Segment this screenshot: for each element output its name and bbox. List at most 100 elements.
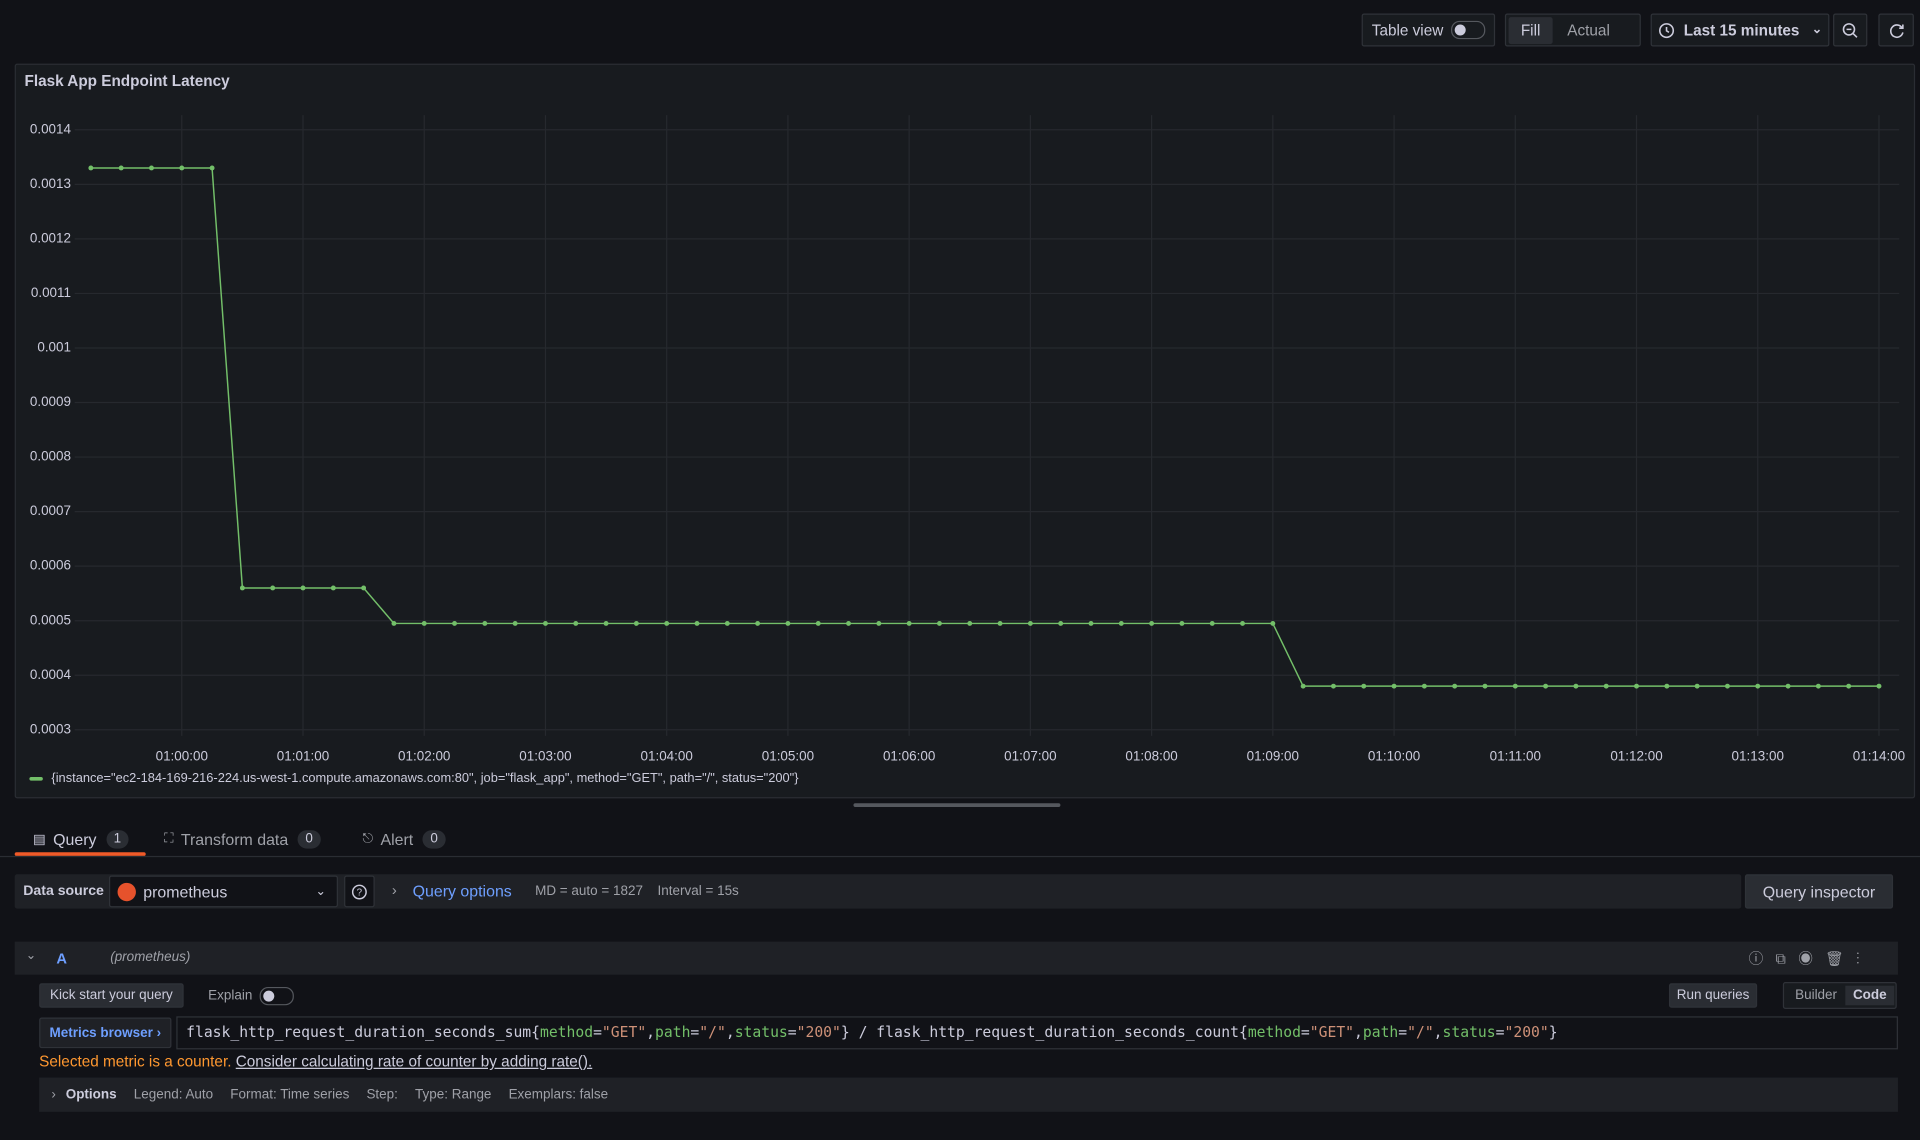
y-tick-label: 0.0004: [30, 667, 72, 682]
x-tick-label: 01:06:00: [883, 748, 935, 763]
kick-start[interactable]: Kick start your query: [39, 983, 184, 1008]
data-point: [694, 620, 700, 626]
data-point: [421, 620, 427, 626]
data-point: [361, 585, 367, 591]
format-option: Format: Time series: [230, 1087, 350, 1103]
datasource-label: Data source: [23, 884, 104, 899]
chart-title: Flask App Endpoint Latency: [24, 73, 230, 90]
exemplars-option: Exemplars: false: [508, 1087, 609, 1103]
data-point: [1543, 683, 1549, 689]
data-point: [1785, 683, 1791, 689]
chart: Flask App Endpoint Latency 0.0003 0.0004 0…: [24, 73, 1905, 785]
hint-link[interactable]: Consider calculating rate of counter by …: [235, 1053, 593, 1071]
time-picker[interactable]: Last 15 minutes ⌄: [1650, 13, 1830, 47]
x-tick-label: 01:10:00: [1368, 748, 1420, 763]
transform-tab[interactable]: ⛶ Transform data 0: [164, 828, 321, 850]
data-point: [1179, 620, 1185, 626]
data-point: [1331, 683, 1336, 689]
x-tick-label: 01:13:00: [1732, 748, 1784, 763]
run-queries[interactable]: Run queries: [1668, 983, 1758, 1008]
zoom-out[interactable]: [1833, 13, 1868, 47]
data-point: [876, 620, 882, 626]
data-point: [633, 620, 639, 626]
actual-button[interactable]: Actual: [1567, 21, 1610, 39]
data-point: [300, 585, 306, 591]
data-point: [573, 620, 579, 626]
x-tick-label: 01:09:00: [1247, 748, 1299, 763]
x-tick-label: 01:07:00: [1004, 748, 1056, 763]
tab-count: 0: [422, 829, 446, 848]
query-inspector[interactable]: Query inspector: [1744, 874, 1894, 909]
splitter[interactable]: [853, 803, 1061, 807]
query-token: "GET": [1309, 1023, 1355, 1041]
y-tick-label: 0.0009: [30, 394, 71, 409]
data-point: [1421, 683, 1427, 689]
query-token: "GET": [601, 1023, 647, 1041]
data-point: [1118, 620, 1124, 626]
data-point: [88, 165, 94, 171]
query-token: status: [1442, 1023, 1496, 1041]
time-range: Last 15 minutes: [1683, 21, 1800, 39]
label: Table view: [1371, 21, 1444, 39]
data-point: [1300, 683, 1306, 689]
clock-icon: [1659, 22, 1675, 38]
tab-label: Query: [53, 829, 97, 848]
query-token: }: [1548, 1023, 1558, 1041]
fill-button[interactable]: Fill: [1508, 16, 1553, 44]
query-options[interactable]: Query options: [412, 881, 512, 901]
query-token: "/": [699, 1023, 726, 1041]
query-editor[interactable]: flask_http_request_duration_seconds_sum{…: [176, 1016, 1898, 1050]
data-point: [1815, 683, 1821, 689]
builder-button[interactable]: Builder: [1795, 988, 1838, 1003]
help-icon: ?: [351, 883, 367, 899]
data-point: [664, 620, 670, 626]
x-tick-label: 01:11:00: [1490, 748, 1541, 763]
data-point: [391, 620, 397, 626]
data-point: [512, 620, 518, 626]
data-point: [543, 620, 548, 626]
chevron: ›: [391, 881, 397, 899]
warning: Selected metric is a counter.: [39, 1053, 232, 1071]
explain-toggle[interactable]: Explain: [208, 986, 294, 1006]
y-tick-label: 0.0011: [31, 285, 71, 300]
x-tick-label: 01:01:00: [277, 748, 329, 763]
type-option: Type: Range: [415, 1087, 492, 1103]
datasource-name: prometheus: [143, 882, 228, 901]
query-actions[interactable]: ⓘ⧉◉🗑⋮: [1748, 950, 1873, 968]
interval: Interval = 15s: [657, 884, 739, 899]
query-token: ,: [1354, 1023, 1363, 1041]
code-button[interactable]: Code: [1845, 985, 1894, 1006]
query-tab[interactable]: ▤ Query 1: [33, 828, 129, 850]
data-point: [209, 165, 215, 171]
tab-label: Alert: [380, 829, 414, 848]
query-token: =: [1495, 1023, 1505, 1041]
query-token: flask_http_request_duration_seconds_sum{: [186, 1023, 540, 1041]
query-header: [14, 941, 1898, 975]
data-point: [1664, 683, 1670, 689]
data-point: [785, 620, 791, 626]
metrics-browser[interactable]: Metrics browser ›: [39, 1017, 172, 1049]
label: Metrics browser: [49, 1025, 153, 1041]
collapse[interactable]: ⌄: [25, 948, 36, 963]
legend-label: {instance="ec2-184-169-216-224.us-west-1…: [51, 770, 799, 785]
tab-count: 1: [106, 829, 129, 848]
series-line: [90, 167, 1879, 687]
alert-tab[interactable]: ⎋ Alert 0: [362, 828, 446, 850]
datasource-picker[interactable]: prometheus ⌄: [108, 875, 338, 908]
table-view-toggle[interactable]: Table view: [1361, 13, 1496, 47]
data-point: [1088, 620, 1094, 626]
data-point: [1724, 683, 1730, 689]
query-token: =: [1398, 1023, 1408, 1041]
data-point: [1058, 620, 1064, 626]
x-tick-label: 01:04:00: [641, 748, 693, 763]
data-point: [1603, 683, 1609, 689]
data-point: [1634, 683, 1639, 689]
refresh[interactable]: [1878, 13, 1914, 47]
options-row[interactable]: › Options Legend: Auto Format: Time seri…: [39, 1077, 1898, 1112]
data-point: [724, 620, 730, 626]
query-token: =: [787, 1023, 797, 1041]
query-token: method: [1247, 1023, 1301, 1041]
query-token: =: [593, 1023, 602, 1041]
help-button[interactable]: ?: [344, 875, 375, 908]
